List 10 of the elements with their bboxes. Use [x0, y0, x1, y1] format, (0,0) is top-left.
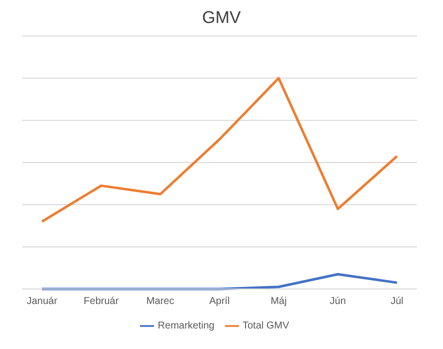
- chart-title: GMV: [201, 8, 242, 28]
- legend-label: Total GMV: [242, 320, 290, 332]
- x-tick-label: Jún: [330, 296, 346, 308]
- legend-label: Remarketing: [158, 320, 214, 332]
- x-tick-label: Apríl: [209, 296, 230, 308]
- x-tick-label: Február: [84, 296, 120, 308]
- x-tick-label: Júl: [390, 296, 404, 308]
- x-tick-label: Január: [26, 296, 58, 308]
- x-tick-label: Máj: [270, 296, 287, 308]
- x-tick-label: Marec: [146, 296, 174, 308]
